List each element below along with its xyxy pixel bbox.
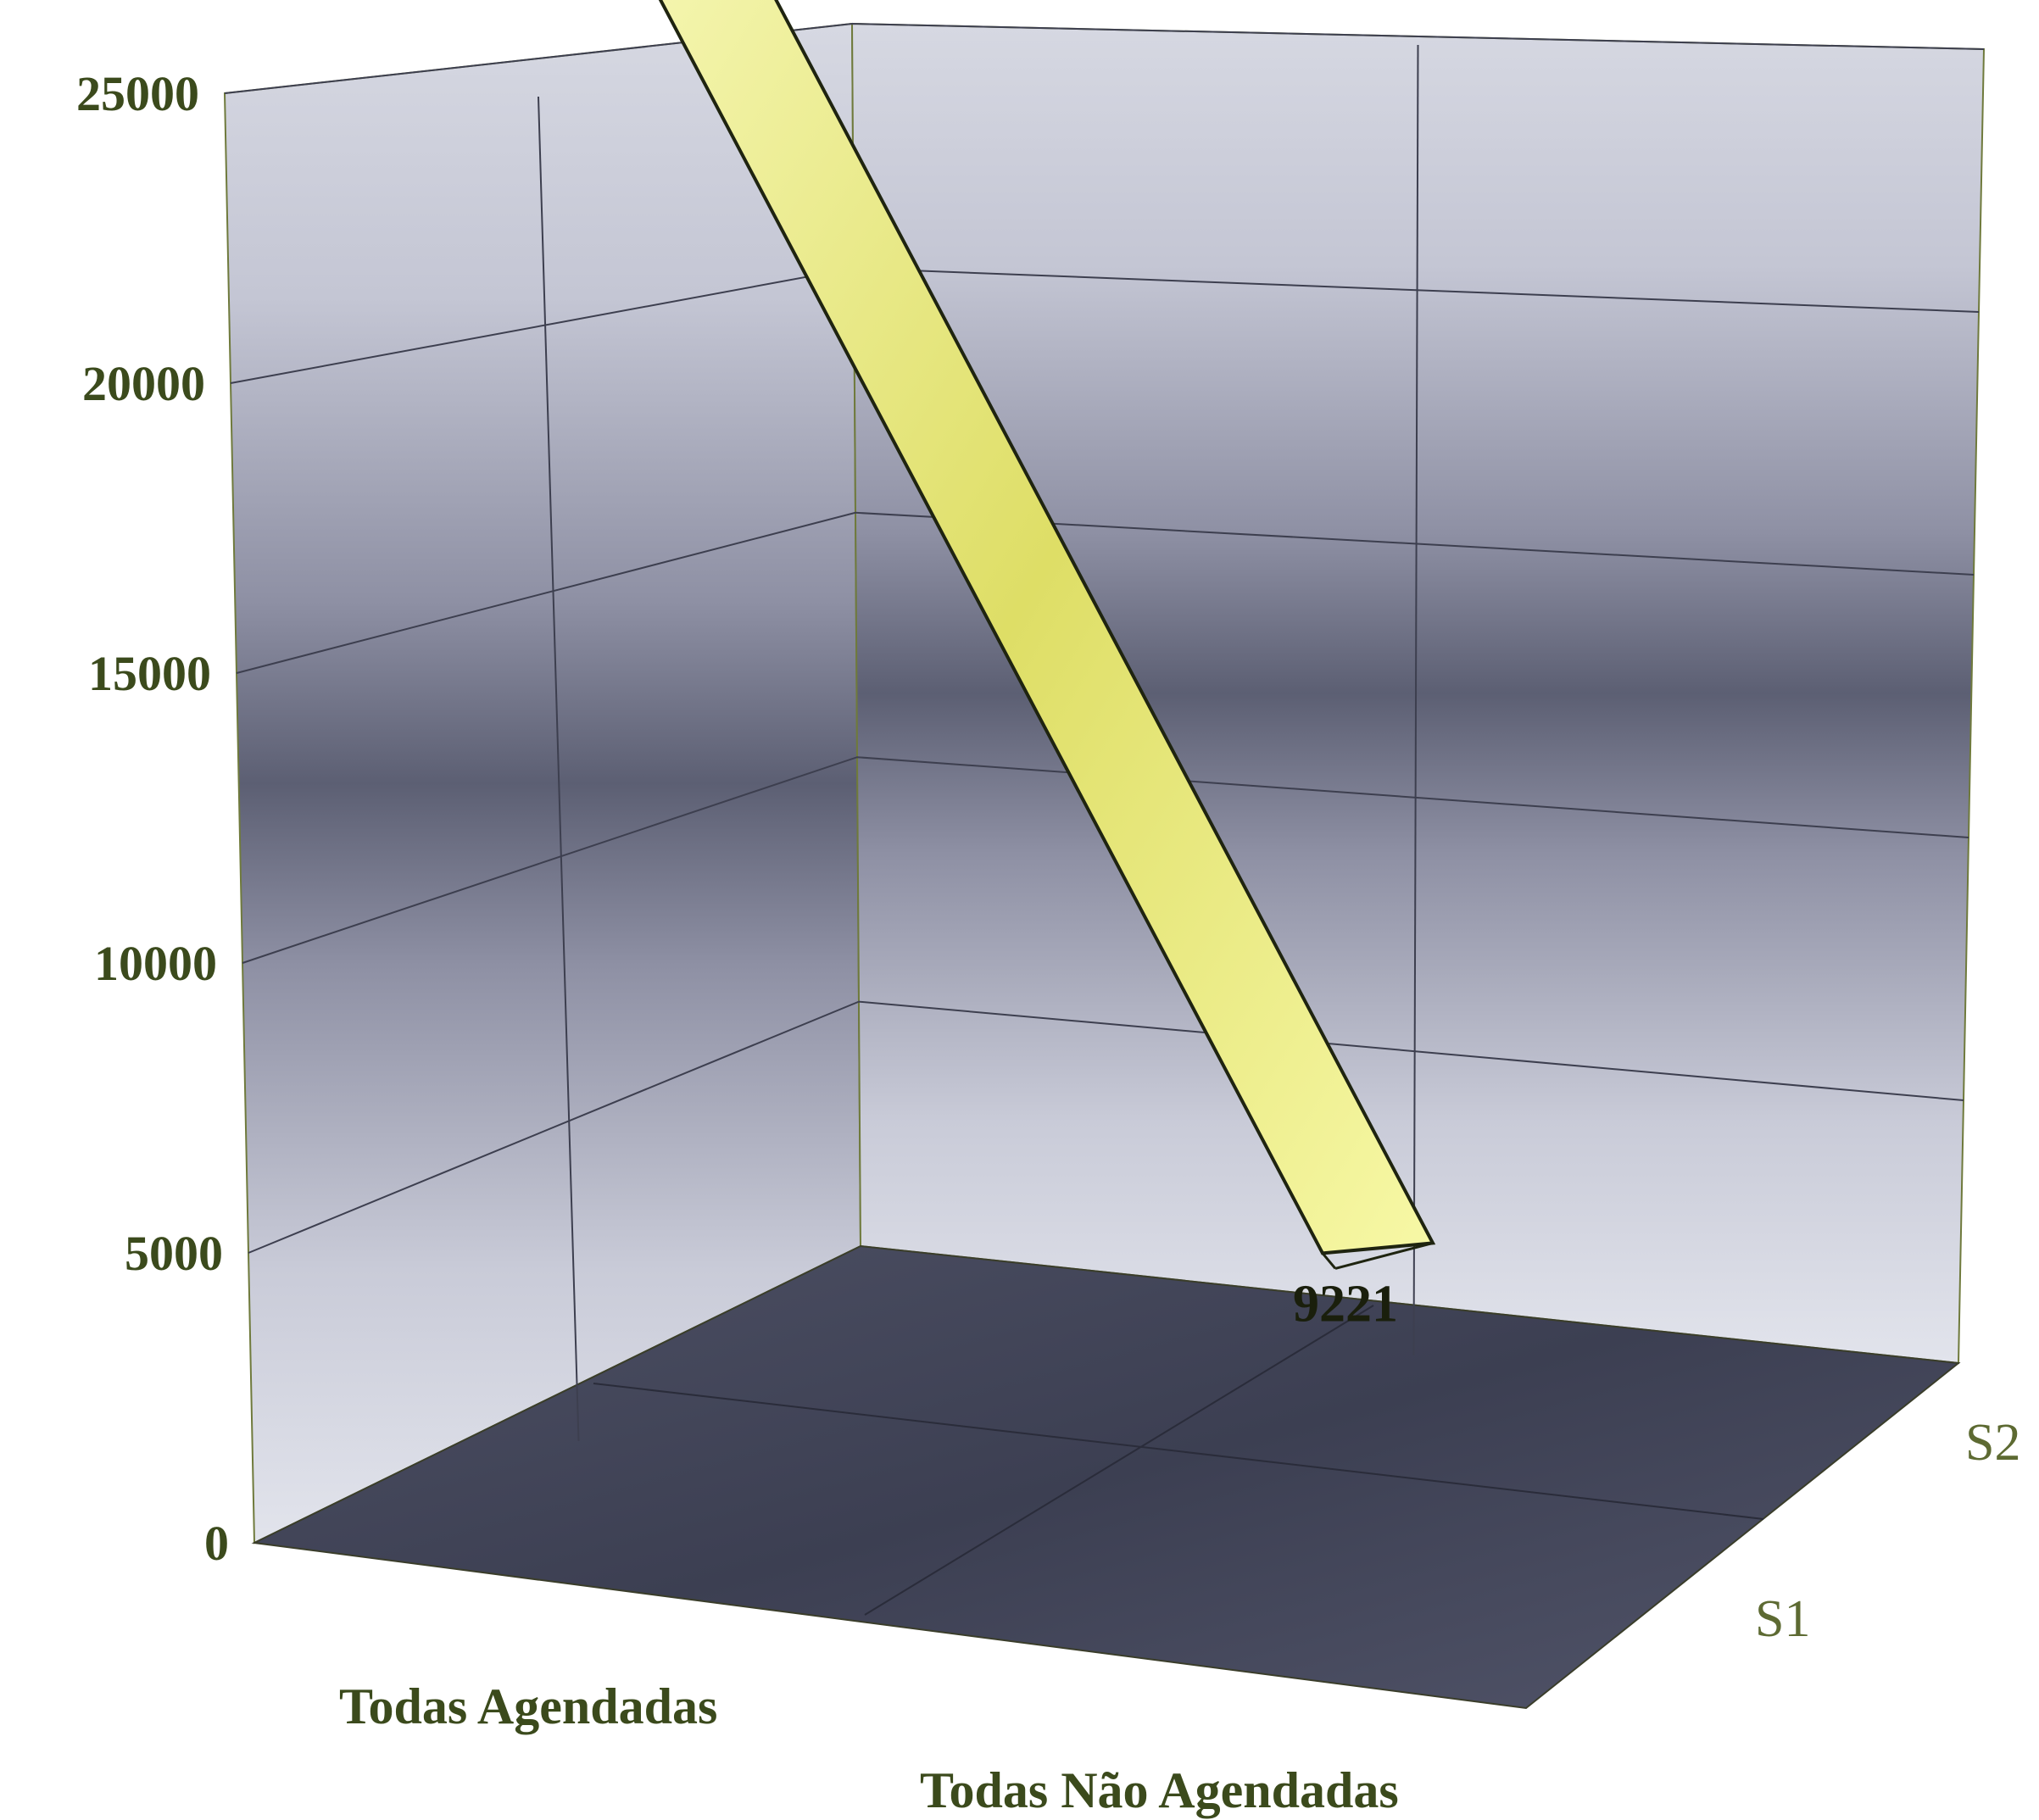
gridline bbox=[242, 756, 1969, 964]
gridline bbox=[538, 96, 580, 1442]
gridlines bbox=[224, 22, 1985, 1616]
depth-category-s1: S1 bbox=[1755, 1590, 1810, 1648]
y-tick-label: 5000 bbox=[125, 1226, 223, 1281]
series-ribbon bbox=[658, 0, 1436, 1270]
y-tick-label: 0 bbox=[204, 1516, 229, 1571]
gridline bbox=[864, 1305, 1374, 1616]
data-labels: 249279221 bbox=[1293, 1275, 1398, 1333]
y-axis-ticks: 0 5000 10000 15000 20000 25000 bbox=[76, 66, 229, 1571]
depth-category-s2: S2 bbox=[1965, 1414, 2020, 1472]
floor bbox=[251, 1244, 1961, 1710]
y-tick-label: 10000 bbox=[94, 936, 217, 991]
ribbon-edge bbox=[1321, 1252, 1337, 1270]
x-category-2: Todas Não Agendadas bbox=[920, 1762, 1399, 1818]
gridline bbox=[593, 1383, 1764, 1520]
y-tick-label: 15000 bbox=[88, 646, 211, 701]
data-label: 9221 bbox=[1293, 1275, 1398, 1333]
y-tick-label: 25000 bbox=[76, 66, 199, 121]
ribbon-edge bbox=[1334, 1241, 1434, 1270]
gridline bbox=[224, 22, 1985, 94]
y-tick-label: 20000 bbox=[82, 356, 205, 411]
gridline bbox=[248, 1000, 1964, 1254]
x-category-1: Todas Agendadas bbox=[339, 1678, 717, 1734]
gridline bbox=[236, 511, 1975, 674]
gridline bbox=[1412, 44, 1419, 1356]
